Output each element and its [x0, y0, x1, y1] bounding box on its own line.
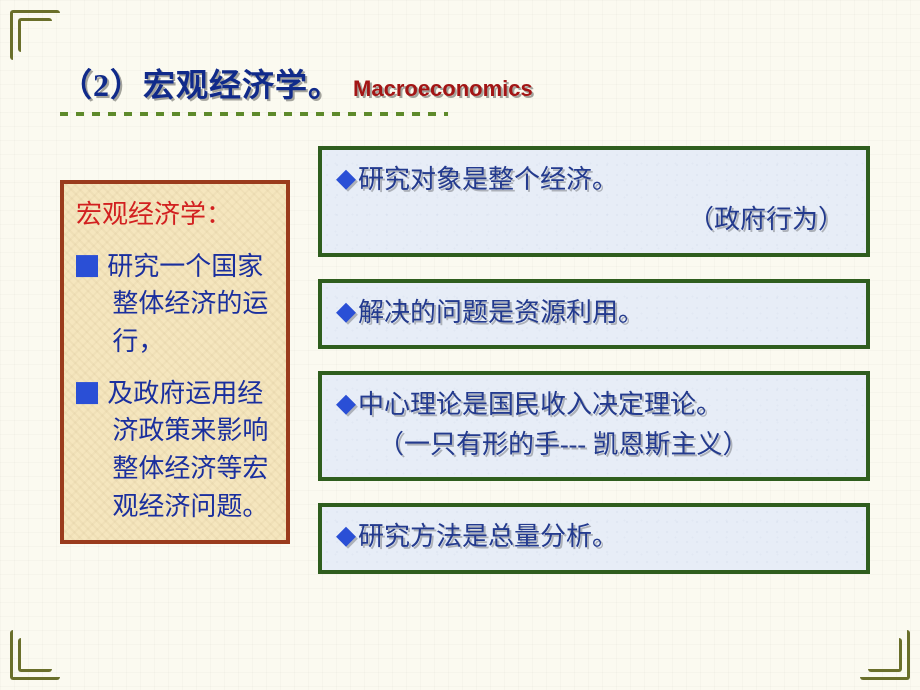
definition-item-text: 研究一个国家整体经济的运行， — [107, 252, 268, 356]
definition-heading: 宏观经济学： — [76, 196, 276, 234]
diamond-bullet-icon: ◆ — [336, 159, 356, 199]
point-text: 研究方法是总量分析。 — [358, 522, 618, 551]
definition-item: 研究一个国家整体经济的运行， — [76, 248, 276, 361]
point-box: ◆研究方法是总量分析。 — [318, 503, 870, 573]
title-underline — [60, 112, 448, 116]
point-box: ◆解决的问题是资源利用。 — [318, 279, 870, 349]
slide: （2）宏观经济学。 Macroeconomics 宏观经济学： 研究一个国家整体… — [0, 0, 920, 690]
point-text: 中心理论是国民收入决定理论。 — [358, 390, 722, 419]
corner-decoration — [868, 638, 902, 672]
definition-item-text: 及政府运用经济政策来影响整体经济等宏观经济问题。 — [107, 379, 268, 521]
point-box: ◆研究对象是整个经济。（政府行为） — [318, 146, 870, 257]
title-sub: Macroeconomics — [353, 76, 533, 102]
square-bullet-icon — [76, 382, 98, 404]
square-bullet-icon — [76, 255, 98, 277]
title-row: （2）宏观经济学。 Macroeconomics — [60, 60, 870, 106]
point-subtext: （政府行为） — [336, 200, 852, 240]
corner-decoration — [18, 638, 52, 672]
points-column: ◆研究对象是整个经济。（政府行为）◆解决的问题是资源利用。◆中心理论是国民收入决… — [318, 146, 870, 574]
diamond-bullet-icon: ◆ — [336, 291, 356, 331]
diamond-bullet-icon: ◆ — [336, 516, 356, 556]
corner-decoration — [18, 18, 52, 52]
definition-item: 及政府运用经济政策来影响整体经济等宏观经济问题。 — [76, 375, 276, 526]
point-line: ◆解决的问题是资源利用。 — [336, 293, 852, 333]
point-text: 研究对象是整个经济。 — [358, 165, 618, 194]
diamond-bullet-icon: ◆ — [336, 384, 356, 424]
point-line: ◆研究方法是总量分析。 — [336, 517, 852, 557]
point-subtext: （一只有形的手--- 凯恩斯主义） — [336, 425, 852, 465]
point-line: ◆研究对象是整个经济。 — [336, 160, 852, 200]
point-line: ◆中心理论是国民收入决定理论。 — [336, 385, 852, 425]
title-main: （2）宏观经济学。 — [60, 60, 341, 106]
definition-box: 宏观经济学： 研究一个国家整体经济的运行， 及政府运用经济政策来影响整体经济等宏观… — [60, 180, 290, 544]
content-area: 宏观经济学： 研究一个国家整体经济的运行， 及政府运用经济政策来影响整体经济等宏观… — [60, 146, 870, 574]
point-text: 解决的问题是资源利用。 — [358, 298, 644, 327]
point-box: ◆中心理论是国民收入决定理论。（一只有形的手--- 凯恩斯主义） — [318, 371, 870, 482]
